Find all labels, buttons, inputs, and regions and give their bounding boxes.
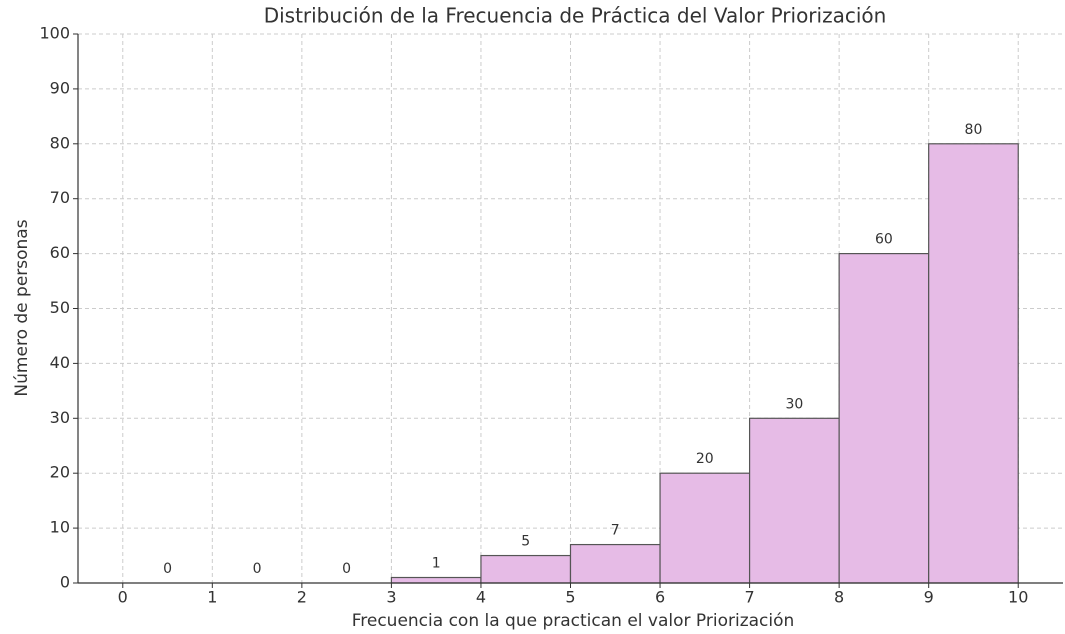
bar	[748, 417, 840, 584]
x-tick-label: 10	[1008, 588, 1028, 607]
x-tick-label: 6	[655, 588, 665, 607]
bar	[659, 472, 751, 584]
x-tick-label: 7	[744, 588, 754, 607]
y-tick-label: 40	[50, 353, 70, 372]
data-label: 0	[342, 561, 351, 577]
chart-title: Distribución de la Frecuencia de Práctic…	[264, 4, 887, 28]
y-tick-label: 100	[39, 24, 70, 43]
bar	[569, 543, 661, 584]
x-axis-label: Frecuencia con la que practican el valor…	[352, 611, 795, 631]
data-label: 20	[696, 451, 714, 467]
x-tick-label: 9	[924, 588, 934, 607]
y-tick-label: 20	[50, 463, 70, 482]
data-label: 80	[965, 122, 983, 138]
bar	[838, 253, 930, 584]
data-label: 30	[785, 396, 803, 412]
x-tick-label: 8	[834, 588, 844, 607]
y-tick-label: 10	[50, 518, 70, 537]
data-label: 5	[521, 534, 530, 550]
bar	[928, 143, 1019, 584]
data-label: 60	[875, 232, 893, 248]
y-tick-label: 60	[50, 243, 70, 262]
bar	[480, 554, 572, 584]
y-tick-label: 90	[50, 78, 70, 97]
x-tick-label: 3	[386, 588, 396, 607]
y-tick-label: 50	[50, 298, 70, 317]
y-tick-label: 0	[60, 573, 70, 592]
y-tick-label: 30	[50, 408, 70, 427]
bar	[390, 576, 482, 584]
x-tick-label: 1	[207, 588, 217, 607]
data-label: 7	[611, 523, 620, 539]
x-tick-label: 5	[565, 588, 575, 607]
data-label: 1	[432, 556, 441, 572]
y-tick-label: 70	[50, 188, 70, 207]
x-tick-label: 0	[118, 588, 128, 607]
x-tick-label: 4	[476, 588, 486, 607]
y-axis-label: Número de personas	[12, 219, 32, 396]
x-tick-label: 2	[297, 588, 307, 607]
data-label: 0	[163, 561, 172, 577]
data-label: 0	[253, 561, 262, 577]
y-tick-label: 80	[50, 133, 70, 152]
